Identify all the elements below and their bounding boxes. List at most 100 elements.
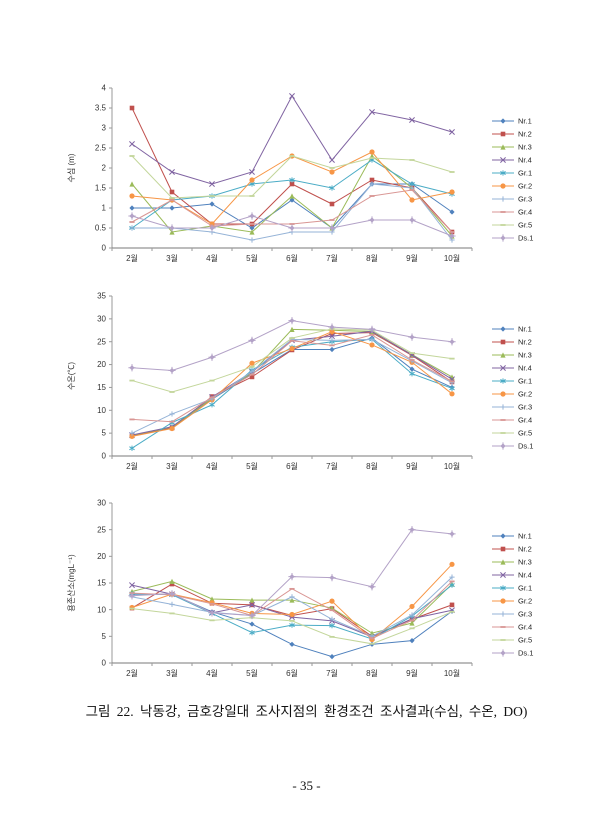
series-Ds.1 <box>128 212 456 240</box>
y-axis-title: 수온(℃) <box>67 362 76 390</box>
legend-item-Nr.4: Nr.4 <box>492 364 532 373</box>
legend-item-Nr.1: Nr.1 <box>492 325 532 334</box>
legend-label: Gr.4 <box>518 208 532 217</box>
series-Gr.4 <box>129 333 455 423</box>
legend-label: Ds.1 <box>518 442 533 451</box>
legend-item-Gr.2: Gr.2 <box>492 182 532 191</box>
dissolved-oxygen-chart: 0 5 10 15 20 25 30 2월 3월 4월 5월 6월 7월 8월 9월 10월 용존산소(mgL⁻… <box>60 493 605 693</box>
legend-label: Gr.4 <box>518 623 532 632</box>
legend-label: Gr.3 <box>518 610 532 619</box>
series-Nr.2 <box>129 105 455 235</box>
x-tick-label: 4월 <box>206 668 218 678</box>
x-tick-label: 3월 <box>166 461 178 471</box>
dissolved-oxygen-chart-svg: 0 5 10 15 20 25 30 2월 3월 4월 5월 6월 7월 8월 9월 10월 용존산소(mgL⁻… <box>66 499 533 678</box>
legend-label: Nr.4 <box>518 571 532 580</box>
series-Gr.5 <box>129 328 455 393</box>
y-tick-label: 1 <box>102 204 107 213</box>
series-Gr.3 <box>129 181 455 243</box>
x-tick-label: 8월 <box>366 668 378 678</box>
legend-label: Gr.1 <box>518 584 532 593</box>
x-tick-label: 5월 <box>246 668 258 678</box>
x-tick-label: 2월 <box>126 668 138 678</box>
legend-item-Gr.5: Gr.5 <box>492 221 532 230</box>
series-Nr.3 <box>129 326 455 439</box>
y-tick-label: 0 <box>102 659 107 668</box>
legend-label: Ds.1 <box>518 649 533 658</box>
series-Nr.2 <box>129 581 455 639</box>
x-tick-label: 6월 <box>286 668 298 678</box>
axes: 0 0.5 1 1.5 2 2.5 3 3.5 4 2월 3월 4월 5월 6월 7월 8월 9월 10월 <box>95 84 473 263</box>
x-tick-label: 9월 <box>406 461 418 471</box>
legend-item-Gr.1: Gr.1 <box>492 584 532 593</box>
x-tick-label: 7월 <box>326 668 338 678</box>
legend-item-Nr.2: Nr.2 <box>492 130 532 139</box>
y-tick-label: 20 <box>97 360 106 369</box>
page-number: - 35 - <box>292 778 321 793</box>
legend-item-Nr.4: Nr.4 <box>492 571 532 580</box>
legend-label: Nr.3 <box>518 558 532 567</box>
legend-item-Nr.1: Nr.1 <box>492 117 532 126</box>
water-depth-chart: 0 0.5 1 1.5 2 2.5 3 3.5 4 2월 3월 4월 5월 6월 7월 8월 9월 10월 수심 (… <box>60 78 605 278</box>
legend-item-Ds.1: Ds.1 <box>492 234 533 243</box>
legend-item-Gr.2: Gr.2 <box>492 597 532 606</box>
legend-label: Ds.1 <box>518 234 533 243</box>
y-tick-label: 4 <box>102 84 107 93</box>
legend-label: Nr.4 <box>518 364 532 373</box>
legend: Nr.1 Nr.2 Nr.3 Nr.4 Gr.1 Gr.2 Gr.3 Gr.4 Gr.5 Ds.1 <box>492 117 533 243</box>
legend-item-Gr.5: Gr.5 <box>492 636 532 645</box>
legend-item-Gr.2: Gr.2 <box>492 390 532 399</box>
y-tick-label: 1.5 <box>95 184 107 193</box>
legend-label: Gr.3 <box>518 403 532 412</box>
legend-label: Nr.3 <box>518 143 532 152</box>
x-tick-label: 2월 <box>126 253 138 263</box>
legend-label: Nr.4 <box>518 156 532 165</box>
x-tick-label: 7월 <box>326 253 338 263</box>
legend-item-Ds.1: Ds.1 <box>492 649 533 658</box>
legend-item-Gr.1: Gr.1 <box>492 169 532 178</box>
legend-item-Gr.5: Gr.5 <box>492 429 532 438</box>
y-axis-title: 용존산소(mgL⁻¹) <box>66 554 76 612</box>
series-Gr.5 <box>129 607 455 645</box>
y-tick-label: 10 <box>97 406 106 415</box>
y-tick-label: 10 <box>97 605 106 614</box>
legend-label: Gr.5 <box>518 636 532 645</box>
x-tick-label: 10월 <box>444 461 460 471</box>
series-Gr.2 <box>129 149 455 227</box>
legend-label: Nr.1 <box>518 532 532 541</box>
water-temperature-chart: 0 5 10 15 20 25 30 35 2월 3월 4월 5월 6월 7월 8월 9월 10월 수온(℃) Nr… <box>60 286 605 486</box>
y-tick-label: 5 <box>102 429 107 438</box>
legend-item-Gr.1: Gr.1 <box>492 377 532 386</box>
x-tick-label: 6월 <box>286 461 298 471</box>
legend-label: Gr.2 <box>518 390 532 399</box>
y-tick-label: 0 <box>102 452 107 461</box>
legend-item-Nr.3: Nr.3 <box>492 558 532 567</box>
y-tick-label: 3 <box>102 124 107 133</box>
x-tick-label: 8월 <box>366 253 378 263</box>
x-tick-label: 5월 <box>246 253 258 263</box>
y-tick-label: 3.5 <box>95 104 107 113</box>
legend-label: Gr.5 <box>518 221 532 230</box>
x-tick-label: 4월 <box>206 461 218 471</box>
legend-item-Gr.4: Gr.4 <box>492 208 532 217</box>
legend: Nr.1 Nr.2 Nr.3 Nr.4 Gr.1 Gr.2 Gr.3 Gr.4 Gr.5 Ds.1 <box>492 325 533 451</box>
legend-item-Nr.3: Nr.3 <box>492 143 532 152</box>
legend-label: Gr.1 <box>518 169 532 178</box>
series-Gr.1 <box>129 336 455 451</box>
legend-label: Gr.2 <box>518 182 532 191</box>
axes: 0 5 10 15 20 25 30 35 2월 3월 4월 5월 6월 7월 8월 9월 10월 <box>97 292 473 471</box>
x-tick-label: 5월 <box>246 461 258 471</box>
y-tick-label: 0 <box>102 244 107 253</box>
legend-label: Nr.1 <box>518 325 532 334</box>
x-tick-label: 4월 <box>206 253 218 263</box>
y-tick-label: 25 <box>97 525 106 534</box>
x-tick-label: 8월 <box>366 461 378 471</box>
legend-item-Nr.2: Nr.2 <box>492 545 532 554</box>
legend-item-Gr.3: Gr.3 <box>492 610 532 619</box>
y-tick-label: 0.5 <box>95 224 107 233</box>
x-tick-label: 6월 <box>286 253 298 263</box>
legend-item-Nr.1: Nr.1 <box>492 532 532 541</box>
x-tick-label: 10월 <box>444 668 460 678</box>
y-tick-label: 20 <box>97 552 106 561</box>
legend-item-Nr.2: Nr.2 <box>492 338 532 347</box>
